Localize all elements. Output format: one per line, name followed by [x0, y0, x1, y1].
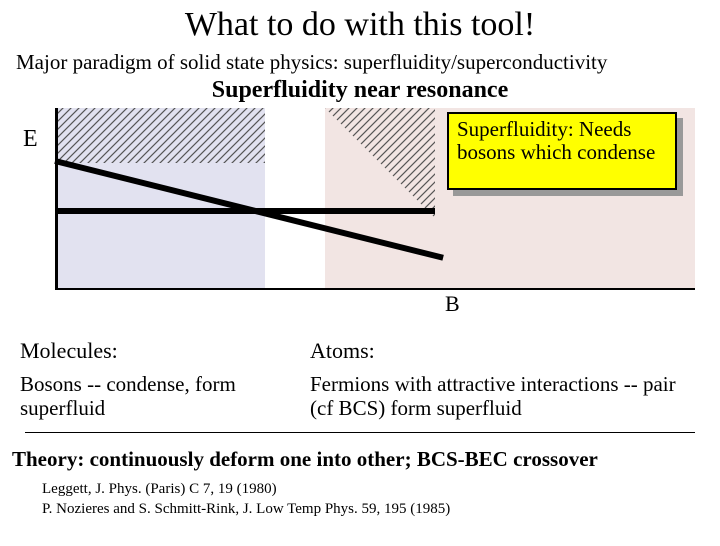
hatch-region-left: [55, 108, 265, 163]
column-atoms: Atoms: Fermions with attractive interact…: [310, 338, 700, 420]
col-body-molecules: Bosons -- condense, form superfluid: [20, 372, 270, 420]
axis-y: [55, 108, 58, 288]
columns: Molecules: Bosons -- condense, form supe…: [20, 338, 700, 420]
ref-line: Leggett, J. Phys. (Paris) C 7, 19 (1980): [42, 480, 720, 500]
page-title: What to do with this tool!: [0, 6, 720, 44]
column-molecules: Molecules: Bosons -- condense, form supe…: [20, 338, 270, 420]
axis-y-label: E: [23, 126, 38, 153]
axis-x-label: B: [445, 291, 460, 317]
col-head-molecules: Molecules:: [20, 338, 270, 364]
axis-x: [55, 288, 695, 290]
hatch-region-right: [325, 108, 435, 218]
references: Leggett, J. Phys. (Paris) C 7, 19 (1980)…: [42, 480, 720, 519]
divider: [25, 432, 695, 433]
subtitle: Major paradigm of solid state physics: s…: [16, 50, 720, 75]
section-title: Superfluidity near resonance: [0, 77, 720, 104]
energy-diagram: E B Superfluidity: Needs bosons which co…: [15, 108, 705, 308]
col-body-atoms: Fermions with attractive interactions --…: [310, 372, 700, 420]
col-head-atoms: Atoms:: [310, 338, 700, 364]
theory-line: Theory: continuously deform one into oth…: [12, 447, 720, 472]
callout-box: Superfluidity: Needs bosons which conden…: [447, 112, 677, 190]
ref-line: P. Nozieres and S. Schmitt-Rink, J. Low …: [42, 500, 720, 520]
